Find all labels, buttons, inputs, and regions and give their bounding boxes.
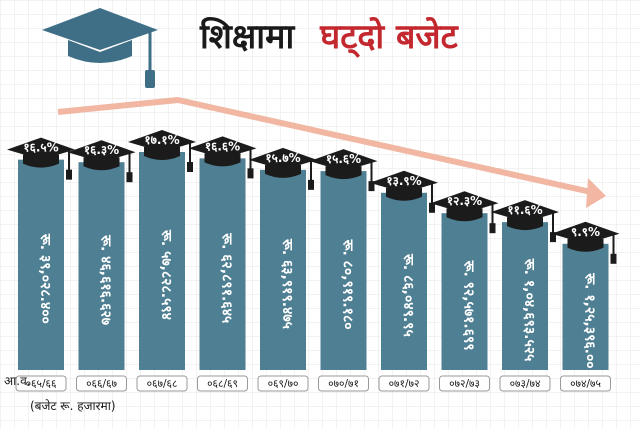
category-label-3: ०६७/६८ xyxy=(147,378,178,390)
category-box-8 xyxy=(439,375,490,392)
category-label-2: ०६६/६७ xyxy=(86,378,117,390)
bar-6 xyxy=(320,171,367,370)
amount-label-9: रू. १,०४,६९३.५२५ xyxy=(521,258,537,362)
category-label-4: ०६८/६९ xyxy=(207,378,238,390)
category-box-1 xyxy=(15,375,67,392)
title-part-2: घट्दो बजेट xyxy=(319,16,460,58)
category-box-10 xyxy=(560,375,611,392)
bar-4 xyxy=(199,158,246,370)
bar-8 xyxy=(441,213,488,370)
percent-label-5: १५.७% xyxy=(265,151,300,165)
graduation-cap-icon xyxy=(188,136,257,179)
amount-label-2: रू. ४६,६१६.६२७ xyxy=(98,234,114,325)
bar-7 xyxy=(381,192,427,370)
category-box-2 xyxy=(76,375,127,392)
percent-label-7: १३.९% xyxy=(386,174,421,188)
amount-label-8: रू. ९२,५७१.६९९ xyxy=(461,260,477,351)
amount-label-4: रू. ६२,८९१.६४५ xyxy=(219,232,235,323)
category-label-9: ०७३/७४ xyxy=(510,378,541,390)
bar-10 xyxy=(562,243,609,370)
category-label-6: ०७०/७१ xyxy=(328,378,359,390)
percent-label-1: १६.५% xyxy=(23,141,58,155)
graduation-cap-icon xyxy=(128,130,196,172)
x-axis-prefix: आ.व. xyxy=(4,374,31,388)
category-label-10: ०७४/७५ xyxy=(570,378,601,390)
bar-2 xyxy=(78,162,125,370)
graduation-cap-icon xyxy=(430,191,499,234)
amount-label-5: रू. ६३,९१९.४७५ xyxy=(279,238,295,329)
graduation-cap-icon xyxy=(249,147,317,190)
bar-5 xyxy=(260,169,306,370)
percent-label-10: ९.९% xyxy=(571,225,600,239)
bars: रू. ३९,०२८.४०० १६.५% ०६५/६६ रू. ४६,६१६.६२७ १… xyxy=(7,130,620,392)
category-label-5: ०६९/७० xyxy=(268,378,299,390)
graduation-cap-icon xyxy=(67,140,136,183)
percent-label-2: १६.३% xyxy=(84,143,119,157)
bar-9 xyxy=(502,222,548,370)
page-title: शिक्षामा घट्दो बजेट xyxy=(199,16,460,58)
bar-1 xyxy=(18,159,64,370)
amount-label-3: रू. ५७,८२८.५९४ xyxy=(158,229,174,320)
amount-label-1: रू. ३९,०२८.४०० xyxy=(37,233,53,324)
category-box-3 xyxy=(136,375,188,392)
percent-label-9: ११.६% xyxy=(507,203,542,217)
trend-arrow xyxy=(57,97,606,208)
category-box-7 xyxy=(378,375,430,392)
title-part-1: शिक्षामा xyxy=(199,16,295,57)
percent-label-8: १२.३% xyxy=(447,194,482,208)
graduation-cap-icon xyxy=(42,8,158,88)
amount-label-6: रू. ८०,९१९.१८० xyxy=(340,239,356,330)
amount-label-10: रू. १,२५,३९६.०० xyxy=(582,272,598,368)
graduation-cap-icon xyxy=(309,149,378,192)
category-box-4 xyxy=(197,375,248,392)
graduation-cap-icon xyxy=(370,170,438,213)
category-box-9 xyxy=(499,375,551,392)
category-label-8: ०७२/७३ xyxy=(449,378,480,390)
unit-note: (बजेट रू. हजारमा) xyxy=(30,399,116,413)
graduation-cap-icon xyxy=(7,137,75,180)
category-label-7: ०७१/७२ xyxy=(389,378,420,390)
category-box-6 xyxy=(318,375,369,392)
category-box-5 xyxy=(257,375,309,392)
graduation-cap-icon xyxy=(491,200,559,243)
category-label-1: ०६५/६६ xyxy=(26,378,57,390)
percent-label-4: १६.६% xyxy=(205,139,240,153)
graduation-cap-icon xyxy=(551,221,620,264)
amount-label-7: रू. ८६,०४९.९५ xyxy=(400,253,416,337)
bar-3 xyxy=(139,152,185,370)
percent-label-6: १५.६% xyxy=(326,152,361,166)
arrow-right-icon xyxy=(586,178,606,208)
percent-label-3: १७.१% xyxy=(144,133,179,147)
